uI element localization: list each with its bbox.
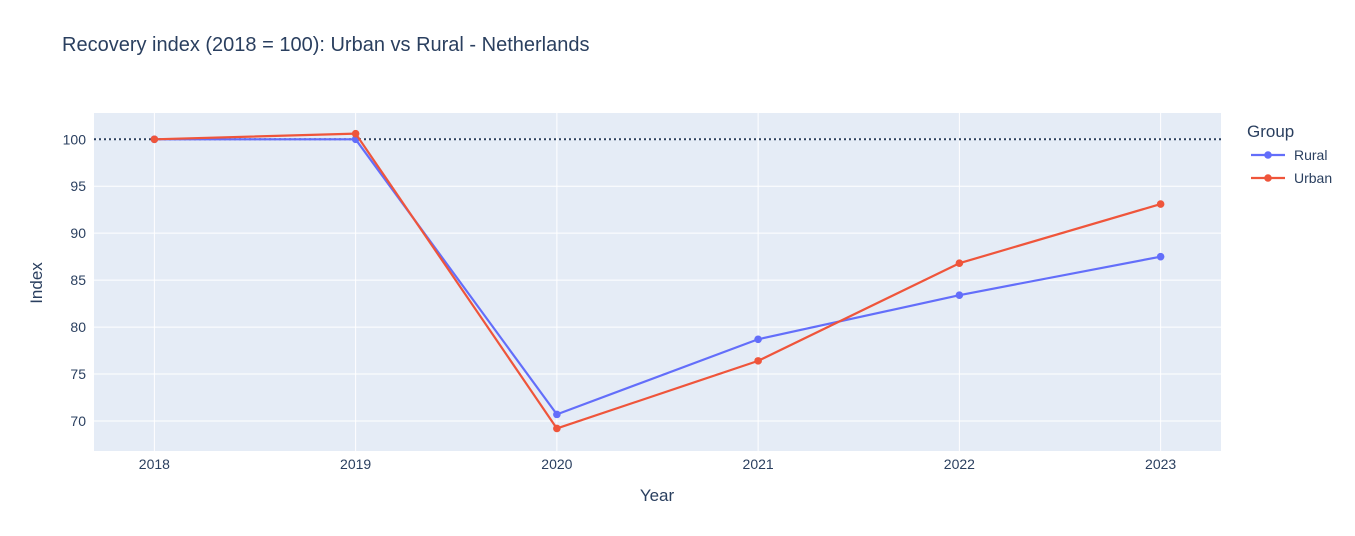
- data-point-urban[interactable]: [754, 357, 762, 365]
- data-point-rural[interactable]: [553, 410, 561, 419]
- legend-item-urban[interactable]: Urban: [1251, 170, 1332, 186]
- legend-marker-swatch: [1264, 174, 1272, 182]
- x-tick-label: 2019: [340, 456, 371, 472]
- data-point-rural[interactable]: [955, 291, 964, 299]
- y-tick-label: 100: [63, 131, 87, 147]
- y-tick-label: 95: [70, 178, 86, 194]
- y-tick-label: 85: [70, 272, 86, 288]
- y-tick-label: 80: [70, 319, 86, 335]
- x-tick-label: 2023: [1145, 456, 1176, 472]
- legend-marker-swatch: [1264, 151, 1272, 159]
- series-line-urban: [154, 132, 1161, 430]
- x-tick-label: 2022: [944, 456, 975, 472]
- x-axis-title: Year: [640, 486, 675, 505]
- legend-title: Group: [1247, 122, 1294, 141]
- data-point-urban[interactable]: [1156, 200, 1165, 208]
- legend-label: Urban: [1294, 170, 1332, 186]
- data-point-rural[interactable]: [1156, 252, 1165, 261]
- data-point-urban[interactable]: [553, 424, 561, 433]
- legend-item-rural[interactable]: Rural: [1251, 147, 1327, 163]
- x-tick-label: 2018: [139, 456, 170, 472]
- series-urban: [150, 129, 1165, 433]
- y-tick-label: 70: [70, 413, 86, 429]
- x-tick-label: 2020: [541, 456, 572, 472]
- series-line-rural: [154, 138, 1161, 416]
- chart-title: Recovery index (2018 = 100): Urban vs Ru…: [62, 34, 589, 56]
- y-tick-label: 75: [70, 366, 86, 382]
- legend-label: Rural: [1294, 147, 1327, 163]
- y-axis-ticks: 70 75 80 85 90 95 100: [63, 131, 87, 429]
- series-layer: [150, 129, 1165, 433]
- y-tick-label: 90: [70, 225, 86, 241]
- legend: Group Rural Urban: [1247, 122, 1332, 186]
- x-tick-label: 2021: [743, 456, 774, 472]
- data-point-rural[interactable]: [754, 335, 762, 344]
- data-point-urban[interactable]: [351, 129, 360, 138]
- data-point-urban[interactable]: [150, 135, 159, 144]
- data-point-urban[interactable]: [955, 259, 964, 268]
- y-axis-title: Index: [27, 262, 46, 304]
- x-axis-ticks: 2018 2019 2020 2021 2022 2023: [139, 456, 1177, 472]
- plot-area: [94, 113, 1221, 451]
